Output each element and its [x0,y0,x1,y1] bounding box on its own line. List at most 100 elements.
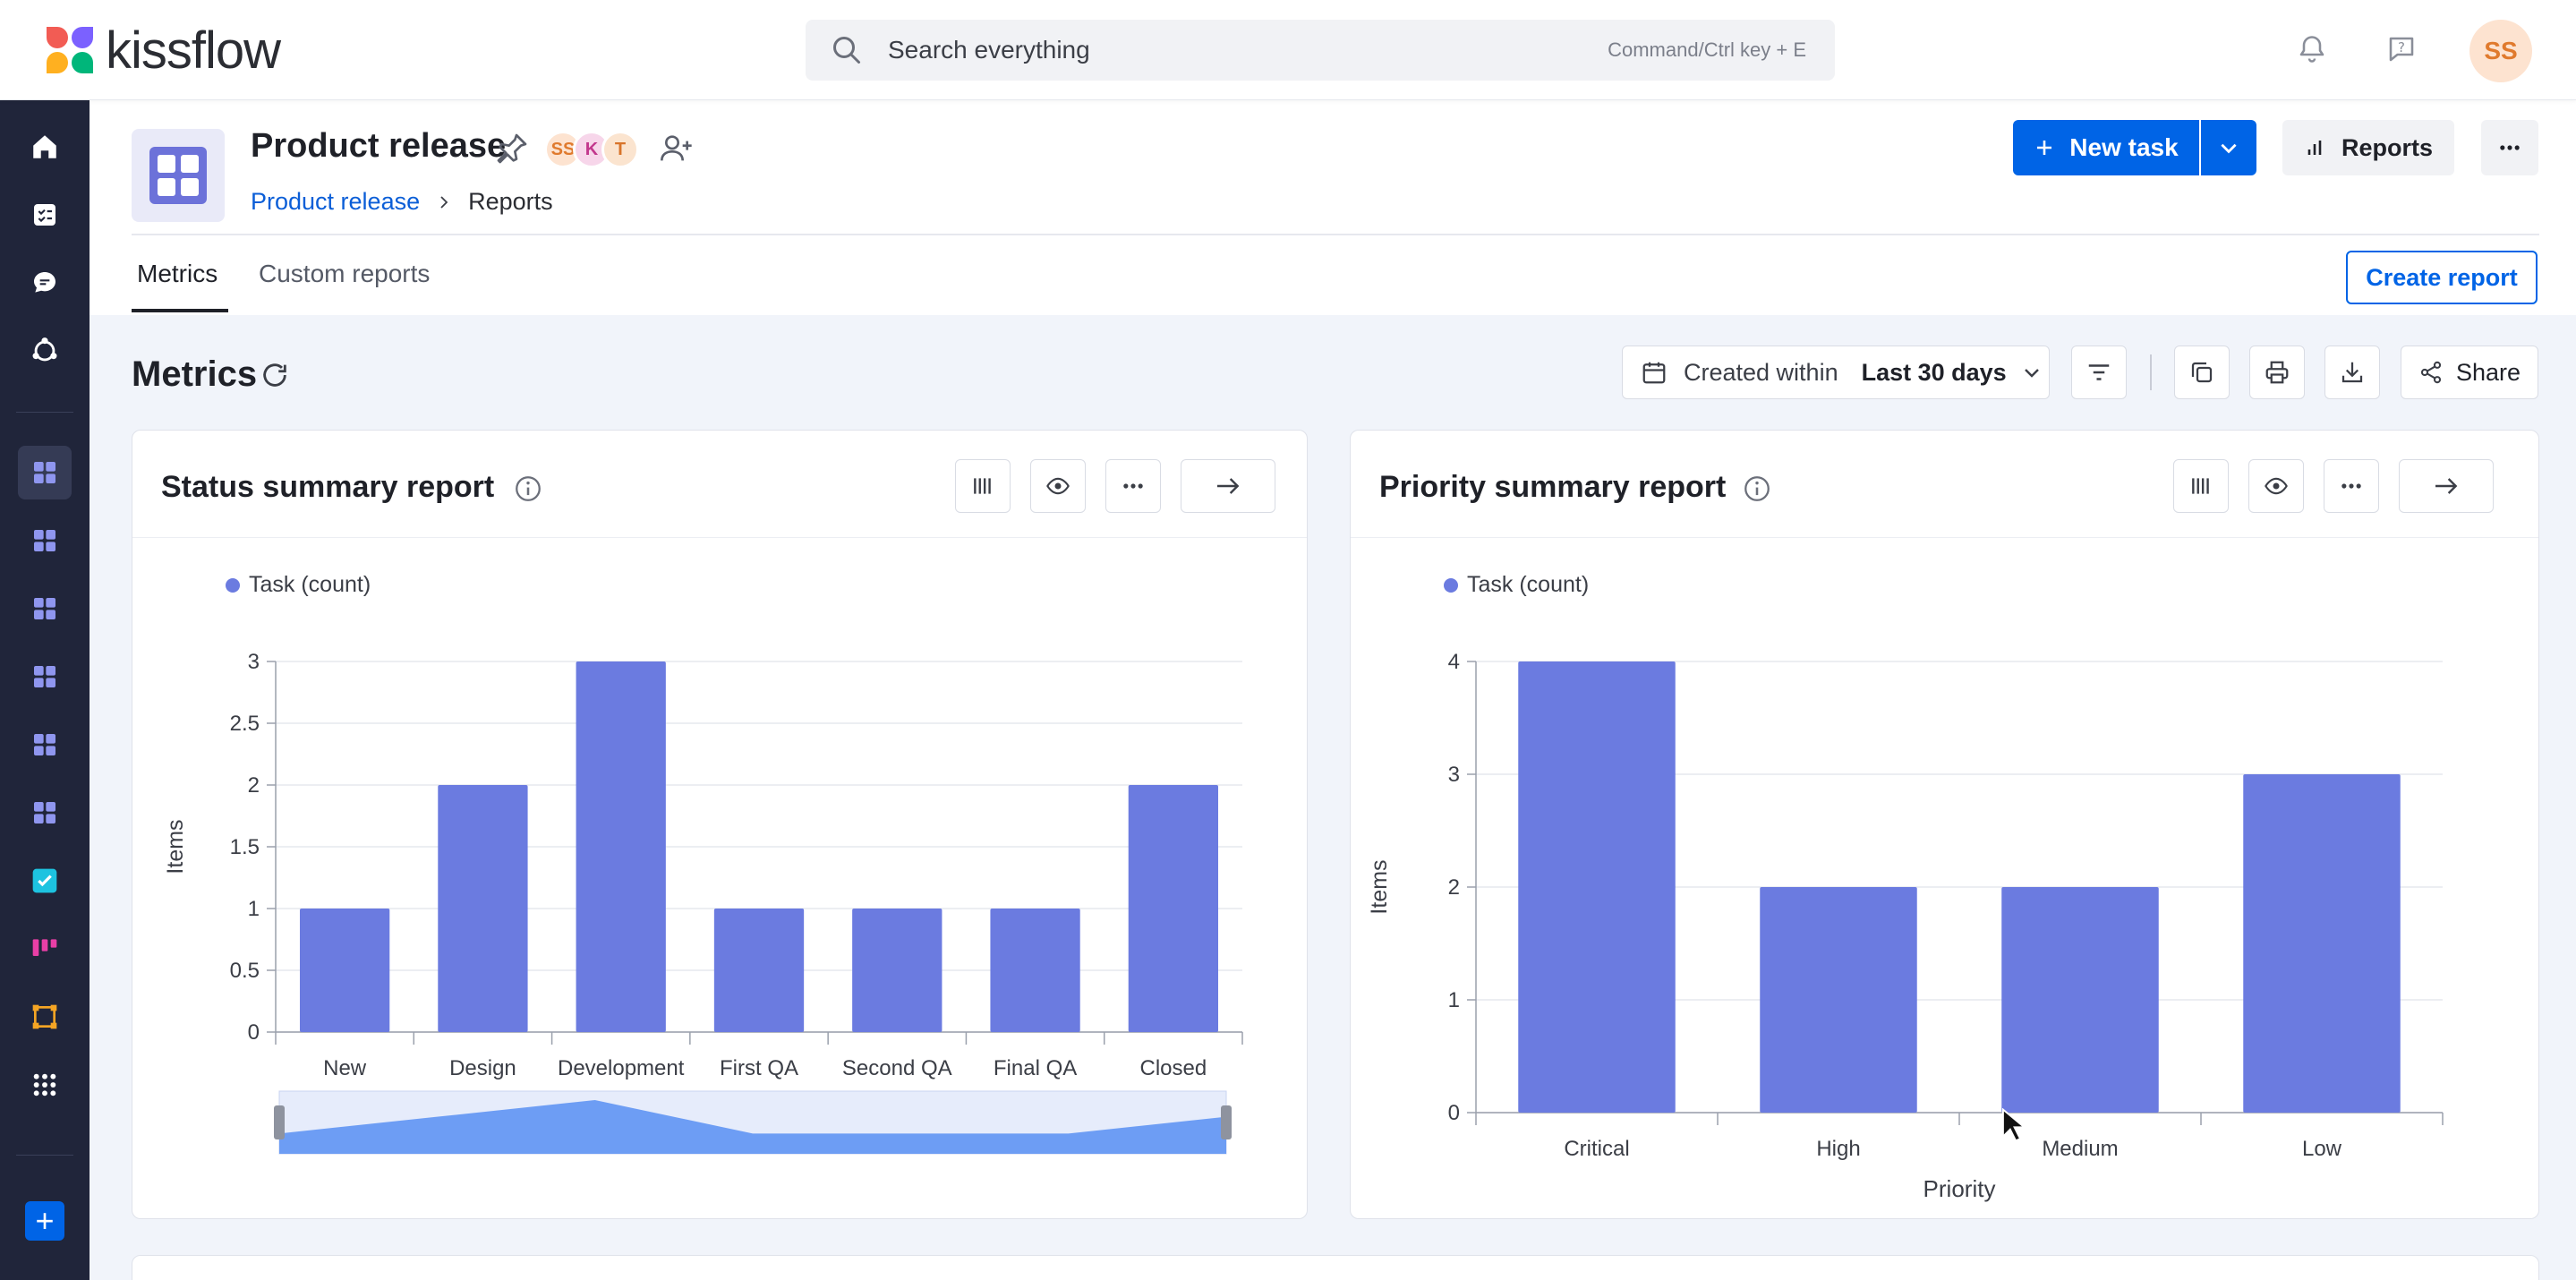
filter-button[interactable] [2071,346,2127,399]
bar [1760,887,1917,1113]
tasks-icon[interactable] [18,188,72,242]
process-icon[interactable] [18,324,72,378]
user-avatar[interactable]: SS [2469,20,2532,82]
open-report-button[interactable] [2399,459,2494,513]
breadcrumb-parent-link[interactable]: Product release [251,188,421,215]
zoom-slider-handle-right [1221,1105,1232,1139]
copy-button[interactable] [2174,346,2230,399]
priority-bar-chart: 0 1 2 3 4 Items Critical High Medium Low Priority [1367,650,2444,1202]
info-icon[interactable] [1742,474,1772,504]
bar [1128,785,1218,1032]
page-title: Product release [251,127,507,165]
card-header: Status summary report [132,431,1307,538]
card-more-button[interactable] [2324,459,2379,513]
info-icon[interactable] [513,474,543,504]
left-sidebar: + [0,100,90,1280]
columns-icon [2192,478,2209,494]
x-tick-label: First QA [720,1056,798,1080]
x-tick-label: Second QA [842,1056,952,1080]
mouse-cursor-icon [2001,1108,2025,1142]
more-horizontal-icon [1123,483,1143,489]
print-button[interactable] [2249,346,2305,399]
search-shortcut-hint: Command/Ctrl key + E [1608,38,1806,61]
add-button[interactable]: + [25,1201,64,1241]
status-bar-chart: 0 0.5 1 1.5 2 2.5 3 Items New Design Development Fi… [163,650,1243,1155]
bar [438,785,528,1032]
app-grid-icon[interactable] [18,718,72,772]
integration-icon[interactable] [18,990,72,1044]
reports-button[interactable]: Reports [2282,120,2454,175]
x-axis-title: Priority [1923,1175,1996,1202]
header-divider [132,234,2539,235]
card-title: Priority summary report [1379,470,1727,504]
tab-metrics[interactable]: Metrics [137,260,218,287]
priority-summary-card: Priority summary report Task (count) 0 1 2… [1350,430,2539,1219]
new-task-dropdown-button[interactable] [2201,120,2256,175]
add-user-icon[interactable] [659,131,695,166]
app-grid-icon[interactable] [18,582,72,636]
help-chat-icon[interactable]: ? [2379,27,2424,72]
bar-chart-icon [2307,141,2322,155]
plus-icon [2037,141,2052,155]
chart-type-button[interactable] [955,459,1011,513]
app-grid-icon[interactable] [18,514,72,567]
chat-icon[interactable] [18,256,72,310]
global-search[interactable]: Search everything Command/Ctrl key + E [806,20,1835,81]
y-tick-label: 0.5 [230,959,260,983]
open-report-button[interactable] [1181,459,1275,513]
y-tick-label: 1 [248,897,260,921]
app-grid-icon[interactable] [18,786,72,840]
view-button[interactable] [2248,459,2304,513]
tab-custom-reports[interactable]: Custom reports [259,260,431,287]
board-app-icon[interactable] [18,922,72,976]
chart-legend[interactable]: Task (count) [226,572,371,598]
x-tick-label: Final QA [994,1056,1077,1080]
more-horizontal-icon [2500,145,2520,150]
svg-text:?: ? [2398,39,2405,55]
member-avatars[interactable]: SS K T [544,131,639,168]
share-button[interactable]: Share [2401,346,2538,399]
create-report-button[interactable]: Create report [2346,251,2538,304]
logo-mark-icon [43,23,97,77]
app-grid-icon[interactable] [18,446,72,499]
chart-type-button[interactable] [2173,459,2229,513]
y-tick-label: 1 [1448,988,1460,1012]
refresh-icon[interactable] [260,360,290,390]
card-more-button[interactable] [1105,459,1161,513]
date-filter-value: Last 30 days [1861,358,2007,386]
bell-icon[interactable] [2290,27,2334,72]
y-tick-label: 4 [1448,650,1460,674]
legend-swatch [1444,577,1458,593]
more-options-button[interactable] [2481,120,2538,175]
y-tick-label: 0 [248,1020,260,1045]
y-tick-label: 0 [1448,1101,1460,1125]
calendar-icon [1642,362,1666,384]
kissflow-logo[interactable]: kissflow [43,21,281,80]
metrics-main: Metrics Created within Last 30 days Shar… [90,315,2576,1280]
view-button[interactable] [1030,459,1086,513]
new-task-label: New task [2069,133,2179,161]
zoom-slider-preview [279,1100,1226,1154]
y-tick-label: 3 [1448,763,1460,787]
checkbox-app-icon[interactable] [18,854,72,908]
toolbar-divider [2150,354,2152,390]
x-tick-label: High [1816,1137,1860,1161]
card-header: Priority summary report [1351,431,2538,538]
y-tick-label: 2 [248,773,260,798]
home-icon[interactable] [18,120,72,174]
y-tick-label: 1.5 [230,835,260,859]
app-grid-icon[interactable] [18,650,72,704]
search-icon [833,37,860,64]
new-task-button[interactable]: New task [2013,120,2199,175]
page-header: Product release SS K T Product release R… [90,100,2576,315]
download-button[interactable] [2324,346,2380,399]
date-range-filter[interactable]: Created within Last 30 days [1622,346,2050,399]
eye-icon [2265,477,2288,495]
y-axis-label: Items [1367,859,1392,914]
metrics-title: Metrics [132,354,258,394]
pin-icon[interactable] [494,131,530,166]
printer-icon [2265,361,2289,384]
all-apps-icon[interactable] [18,1058,72,1112]
chart-legend[interactable]: Task (count) [1444,572,1589,598]
breadcrumb: Product release Reports [251,188,553,216]
